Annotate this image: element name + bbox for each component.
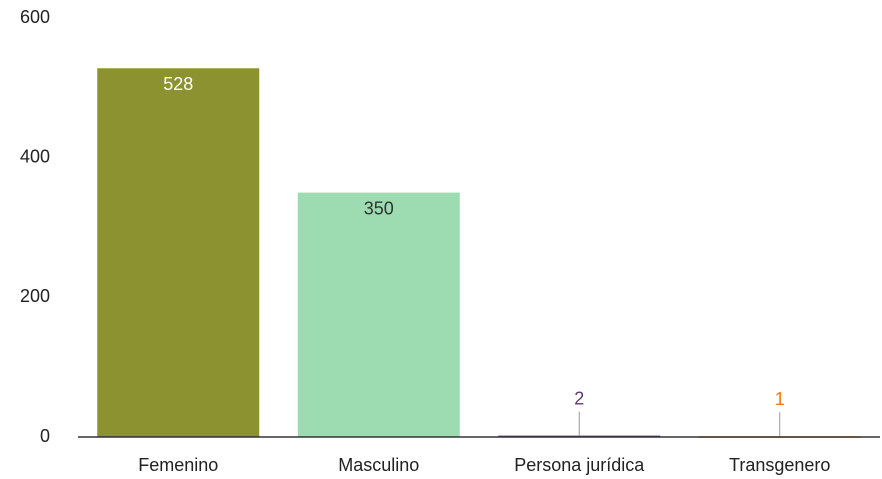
value-label: 350 <box>364 198 394 218</box>
y-tick-label: 200 <box>20 286 50 306</box>
value-label: 1 <box>775 389 785 409</box>
bar <box>97 68 260 437</box>
x-tick-label: Femenino <box>138 455 218 475</box>
value-label: 2 <box>574 388 584 408</box>
y-tick-label: 0 <box>40 426 50 446</box>
x-tick-label: Transgenero <box>729 455 830 475</box>
x-tick-label: Masculino <box>338 455 419 475</box>
bar <box>297 192 460 437</box>
x-tick-label: Persona jurídica <box>514 455 645 475</box>
value-label: 528 <box>163 74 193 94</box>
y-tick-label: 600 <box>20 7 50 27</box>
y-tick-label: 400 <box>20 146 50 166</box>
